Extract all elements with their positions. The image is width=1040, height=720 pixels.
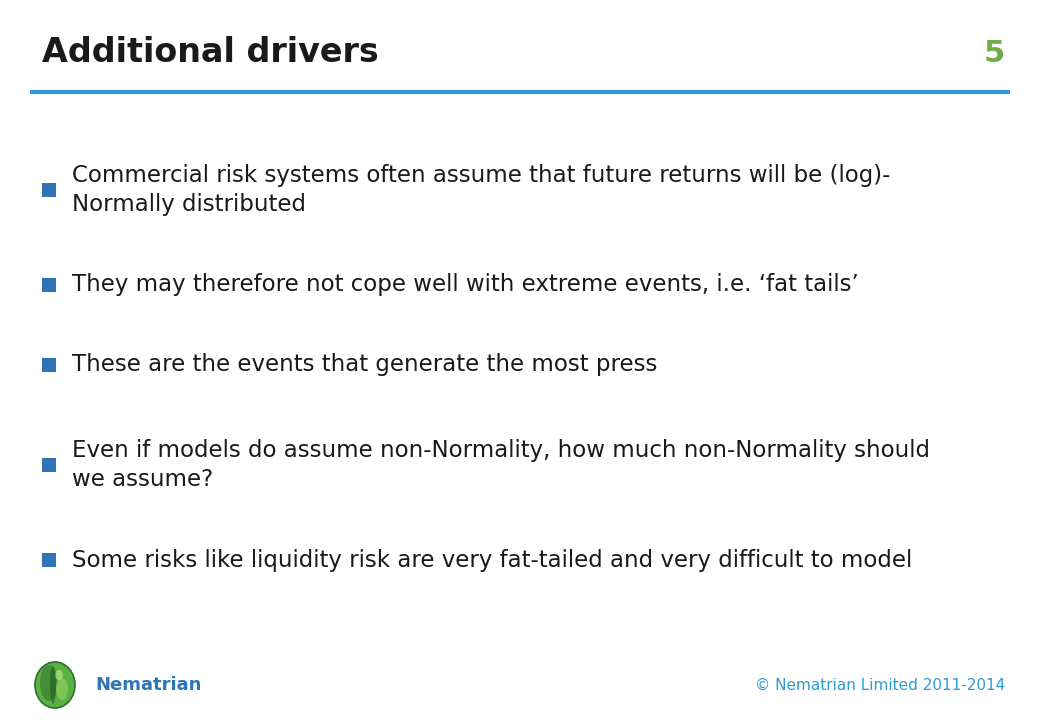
Text: Nematrian: Nematrian [95, 676, 202, 694]
Text: 5: 5 [984, 38, 1005, 68]
Text: Even if models do assume non-Normality, how much non-Normality should
we assume?: Even if models do assume non-Normality, … [72, 439, 930, 491]
Bar [42, 358, 56, 372]
Text: Additional drivers: Additional drivers [42, 37, 379, 70]
Ellipse shape [40, 665, 58, 701]
Text: © Nematrian Limited 2011-2014: © Nematrian Limited 2011-2014 [755, 678, 1005, 693]
Bar [42, 278, 56, 292]
Ellipse shape [50, 666, 56, 704]
Ellipse shape [55, 670, 63, 680]
Ellipse shape [56, 678, 68, 700]
Ellipse shape [35, 662, 75, 708]
Text: Some risks like liquidity risk are very fat-tailed and very difficult to model: Some risks like liquidity risk are very … [72, 549, 912, 572]
Bar [42, 458, 56, 472]
Text: These are the events that generate the most press: These are the events that generate the m… [72, 354, 657, 377]
Bar [42, 183, 56, 197]
Text: Commercial risk systems often assume that future returns will be (log)-
Normally: Commercial risk systems often assume tha… [72, 164, 890, 216]
Bar [42, 553, 56, 567]
Text: They may therefore not cope well with extreme events, i.e. ‘fat tails’: They may therefore not cope well with ex… [72, 274, 859, 297]
